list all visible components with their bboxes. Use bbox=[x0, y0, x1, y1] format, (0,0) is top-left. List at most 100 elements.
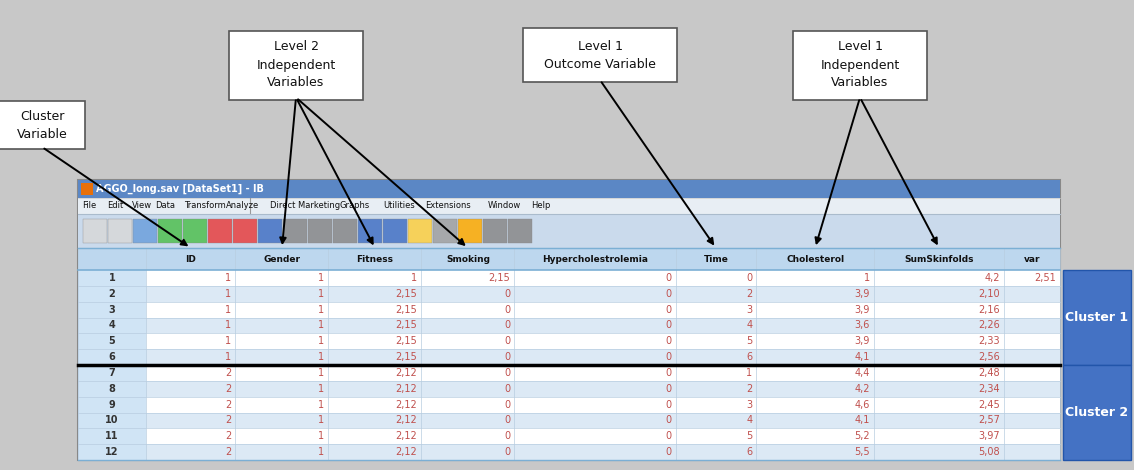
FancyBboxPatch shape bbox=[433, 219, 457, 243]
FancyBboxPatch shape bbox=[78, 286, 1060, 302]
Text: 0: 0 bbox=[505, 415, 510, 425]
FancyBboxPatch shape bbox=[1063, 270, 1131, 365]
Text: 1: 1 bbox=[412, 273, 417, 283]
Text: Extensions: Extensions bbox=[425, 202, 471, 211]
Text: 1: 1 bbox=[319, 384, 324, 394]
Text: 5,2: 5,2 bbox=[854, 431, 870, 441]
FancyBboxPatch shape bbox=[158, 219, 181, 243]
Text: 0: 0 bbox=[505, 400, 510, 409]
FancyBboxPatch shape bbox=[78, 318, 1060, 333]
Text: 2,34: 2,34 bbox=[979, 384, 1000, 394]
Text: 4: 4 bbox=[746, 321, 752, 330]
Text: 5,5: 5,5 bbox=[854, 447, 870, 457]
Text: 4,6: 4,6 bbox=[855, 400, 870, 409]
Text: 0: 0 bbox=[505, 305, 510, 314]
FancyBboxPatch shape bbox=[78, 413, 146, 428]
FancyBboxPatch shape bbox=[78, 286, 146, 302]
Text: var: var bbox=[1024, 254, 1040, 264]
FancyBboxPatch shape bbox=[78, 270, 146, 286]
Text: 1: 1 bbox=[319, 415, 324, 425]
Text: Window: Window bbox=[488, 202, 522, 211]
Text: 3: 3 bbox=[109, 305, 116, 314]
Text: Gender: Gender bbox=[263, 254, 301, 264]
Text: 0: 0 bbox=[505, 352, 510, 362]
Text: 0: 0 bbox=[666, 415, 671, 425]
FancyBboxPatch shape bbox=[108, 219, 132, 243]
Text: 0: 0 bbox=[505, 321, 510, 330]
Text: 1: 1 bbox=[746, 368, 752, 378]
Text: 9: 9 bbox=[109, 400, 116, 409]
Text: 0: 0 bbox=[666, 384, 671, 394]
Text: 2: 2 bbox=[226, 447, 231, 457]
Text: 2,33: 2,33 bbox=[979, 336, 1000, 346]
FancyBboxPatch shape bbox=[78, 381, 146, 397]
Text: 2,15: 2,15 bbox=[396, 336, 417, 346]
Text: Direct Marketing: Direct Marketing bbox=[270, 202, 340, 211]
FancyBboxPatch shape bbox=[308, 219, 332, 243]
Text: 2: 2 bbox=[226, 384, 231, 394]
Text: 1: 1 bbox=[319, 431, 324, 441]
Text: Cluster 1: Cluster 1 bbox=[1066, 311, 1128, 324]
FancyBboxPatch shape bbox=[259, 219, 282, 243]
FancyBboxPatch shape bbox=[183, 219, 208, 243]
Text: 2,45: 2,45 bbox=[979, 400, 1000, 409]
Text: 2,12: 2,12 bbox=[396, 415, 417, 425]
Text: Cholesterol: Cholesterol bbox=[786, 254, 844, 264]
Text: Cluster
Variable: Cluster Variable bbox=[17, 110, 67, 141]
FancyBboxPatch shape bbox=[793, 31, 926, 100]
Text: Hypercholestrolemia: Hypercholestrolemia bbox=[542, 254, 648, 264]
Text: 0: 0 bbox=[505, 447, 510, 457]
FancyBboxPatch shape bbox=[78, 397, 1060, 413]
Text: 2: 2 bbox=[226, 368, 231, 378]
FancyBboxPatch shape bbox=[523, 28, 677, 82]
Text: 4,2: 4,2 bbox=[855, 384, 870, 394]
FancyBboxPatch shape bbox=[78, 302, 146, 318]
Text: 0: 0 bbox=[666, 273, 671, 283]
Text: 1: 1 bbox=[319, 305, 324, 314]
Text: 1: 1 bbox=[109, 273, 116, 283]
Text: Transform: Transform bbox=[184, 202, 226, 211]
FancyBboxPatch shape bbox=[78, 365, 1060, 381]
Text: 11: 11 bbox=[105, 431, 119, 441]
Text: 1: 1 bbox=[319, 447, 324, 457]
Text: 3: 3 bbox=[746, 400, 752, 409]
Text: View: View bbox=[132, 202, 152, 211]
Text: 0: 0 bbox=[666, 305, 671, 314]
Text: 0: 0 bbox=[666, 352, 671, 362]
Text: Level 2
Independent
Variables: Level 2 Independent Variables bbox=[256, 40, 336, 89]
Text: Help: Help bbox=[531, 202, 550, 211]
Text: 1: 1 bbox=[226, 336, 231, 346]
FancyBboxPatch shape bbox=[78, 365, 146, 381]
FancyBboxPatch shape bbox=[208, 219, 232, 243]
Text: 5: 5 bbox=[109, 336, 116, 346]
Text: 2,12: 2,12 bbox=[396, 400, 417, 409]
Text: Data: Data bbox=[155, 202, 175, 211]
Text: 2: 2 bbox=[746, 384, 752, 394]
Text: 0: 0 bbox=[666, 447, 671, 457]
Text: Cluster 2: Cluster 2 bbox=[1066, 406, 1128, 419]
FancyBboxPatch shape bbox=[78, 413, 1060, 428]
Text: 4,1: 4,1 bbox=[855, 415, 870, 425]
Text: 0: 0 bbox=[666, 368, 671, 378]
Text: 10: 10 bbox=[105, 415, 119, 425]
FancyBboxPatch shape bbox=[78, 349, 146, 365]
Text: 2,51: 2,51 bbox=[1034, 273, 1056, 283]
Text: ID: ID bbox=[185, 254, 196, 264]
Text: Level 1
Independent
Variables: Level 1 Independent Variables bbox=[820, 40, 899, 89]
Text: 2: 2 bbox=[746, 289, 752, 299]
Text: 2,12: 2,12 bbox=[396, 431, 417, 441]
Text: 1: 1 bbox=[319, 368, 324, 378]
Text: 1: 1 bbox=[226, 273, 231, 283]
FancyBboxPatch shape bbox=[78, 270, 1060, 286]
FancyBboxPatch shape bbox=[78, 428, 1060, 444]
Text: Level 1
Outcome Variable: Level 1 Outcome Variable bbox=[544, 39, 655, 70]
Text: 1: 1 bbox=[226, 352, 231, 362]
Text: 5: 5 bbox=[746, 336, 752, 346]
Text: 0: 0 bbox=[666, 321, 671, 330]
Text: 4,4: 4,4 bbox=[855, 368, 870, 378]
FancyBboxPatch shape bbox=[78, 214, 1060, 248]
FancyBboxPatch shape bbox=[78, 428, 146, 444]
FancyBboxPatch shape bbox=[78, 180, 1060, 198]
Text: Time: Time bbox=[703, 254, 728, 264]
Text: Smoking: Smoking bbox=[446, 254, 490, 264]
